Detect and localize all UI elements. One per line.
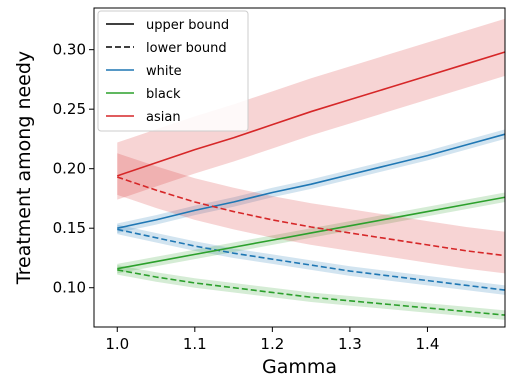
y-axis-label: Treatment among needy — [13, 51, 35, 285]
line-black-upper — [117, 196, 506, 270]
band-black-lower — [117, 265, 505, 320]
y-tick-label: 0.25 — [53, 100, 86, 118]
legend-label: asian — [146, 110, 181, 125]
line-black-lower — [117, 269, 506, 316]
x-axis-label: Gamma — [262, 356, 337, 378]
x-tick-label: 1.4 — [416, 335, 440, 353]
y-tick-label: 0.10 — [53, 279, 86, 297]
x-tick-label: 1.2 — [260, 335, 284, 353]
band-white-lower — [117, 224, 505, 295]
x-tick-label: 1.1 — [183, 335, 207, 353]
line-white-lower — [117, 228, 506, 291]
x-tick-label: 1.3 — [338, 335, 362, 353]
y-tick-label: 0.15 — [53, 219, 86, 237]
x-axis-ticks: 1.0 1.1 1.2 1.3 1.4 — [105, 327, 439, 353]
y-tick-label: 0.30 — [53, 41, 86, 59]
legend-label: upper bound — [146, 18, 229, 33]
line-asian-lower — [117, 176, 506, 257]
legend-box — [97, 10, 249, 132]
plot-frame — [93, 7, 506, 328]
legend: upper bound lower bound white black asian — [97, 10, 249, 132]
y-axis-ticks: 0.10 0.15 0.20 0.25 0.30 — [53, 41, 94, 297]
legend-label: lower bound — [146, 41, 227, 56]
y-tick-label: 0.20 — [53, 160, 86, 178]
band-asian-lower — [117, 153, 505, 274]
series-lines — [117, 51, 506, 316]
band-asian-upper — [117, 18, 505, 200]
line-white-upper — [117, 133, 506, 229]
legend-label: white — [146, 64, 182, 79]
x-tick-label: 1.0 — [105, 335, 129, 353]
legend-label: black — [146, 87, 181, 102]
line-asian-upper — [117, 51, 506, 177]
